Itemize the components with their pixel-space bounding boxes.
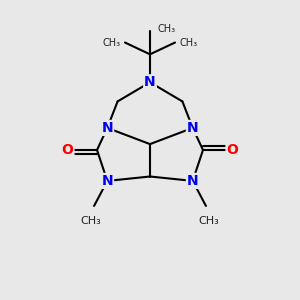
Text: N: N [101,174,113,188]
Text: N: N [187,174,199,188]
Text: N: N [187,121,199,135]
Text: CH₃: CH₃ [102,38,121,47]
Text: O: O [61,143,74,157]
Text: CH₃: CH₃ [179,38,198,47]
Text: CH₃: CH₃ [199,216,219,226]
Text: N: N [101,121,113,135]
Text: CH₃: CH₃ [158,24,175,34]
Text: O: O [226,143,238,157]
Text: CH₃: CH₃ [81,216,101,226]
Text: N: N [144,75,156,89]
